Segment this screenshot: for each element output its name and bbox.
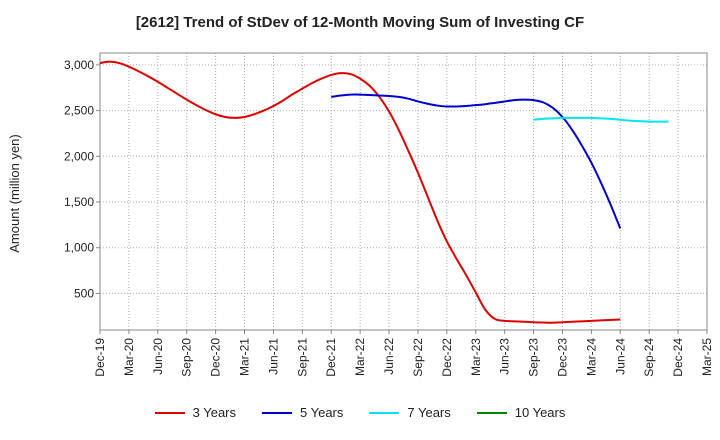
y-tick-label: 3,000 <box>64 58 94 72</box>
legend-item-3-years: 3 Years <box>154 405 236 420</box>
x-tick-label: Dec-22 <box>440 338 454 377</box>
x-tick-label: Dec-24 <box>671 338 685 377</box>
x-tick-label: Sep-20 <box>180 338 194 377</box>
x-tick-label: Sep-24 <box>642 338 656 377</box>
x-tick-label: Jun-22 <box>382 338 396 375</box>
grid-lines <box>100 53 707 330</box>
x-tick-label: Sep-22 <box>411 338 425 377</box>
x-tick-label: Sep-23 <box>527 338 541 377</box>
x-tick-label: Jun-21 <box>266 338 280 375</box>
chart-title: [2612] Trend of StDev of 12-Month Moving… <box>135 14 585 31</box>
legend-item-10-years: 10 Years <box>476 405 566 420</box>
x-tick-label: Dec-21 <box>324 338 338 377</box>
x-tick-label: Jun-24 <box>613 338 627 375</box>
x-axis-ticks: Dec-19 Mar-20 Jun-20 Sep-20 Dec-20 Mar-21 Jun-… <box>93 330 714 377</box>
legend-label: 7 Years <box>407 405 451 420</box>
legend-item-7-years: 7 Years <box>369 405 451 420</box>
x-tick-label: Dec-20 <box>209 338 223 377</box>
legend-swatch <box>369 411 400 414</box>
plot-frame <box>99 52 708 331</box>
x-tick-label: Jun-23 <box>498 338 512 375</box>
legend-label: 10 Years <box>514 405 566 420</box>
y-tick-label: 1,500 <box>64 195 94 209</box>
legend-label: 5 Years <box>300 405 344 420</box>
y-tick-label: 1,000 <box>64 241 94 255</box>
legend-swatch <box>262 411 292 414</box>
x-tick-label: Mar-24 <box>584 338 598 376</box>
legend-label: 3 Years <box>192 405 236 420</box>
x-tick-label: Mar-23 <box>469 338 483 376</box>
legend-item-5-years: 5 Years <box>262 405 343 420</box>
x-tick-label: Mar-25 <box>700 338 714 376</box>
legend: 3 Years 5 Years 7 Years 10 Years <box>0 405 720 420</box>
x-tick-label: Dec-23 <box>555 338 569 377</box>
series-line-7-years <box>533 116 669 123</box>
y-tick-label: 2,000 <box>64 149 94 163</box>
x-tick-label: Mar-22 <box>353 338 367 376</box>
series-line-5-years <box>331 93 622 229</box>
x-tick-label: Dec-19 <box>93 338 107 377</box>
legend-swatch <box>476 411 507 414</box>
y-tick-label: 2,500 <box>64 104 94 118</box>
x-tick-label: Mar-20 <box>122 338 136 376</box>
y-axis-label: Amount (million yen) <box>7 134 22 253</box>
y-tick-label: 500 <box>74 286 94 300</box>
legend-swatch <box>154 411 185 414</box>
x-tick-label: Sep-21 <box>295 338 309 377</box>
y-axis-ticks: 500 1,000 1,500 2,000 2,500 3,000 <box>64 58 100 300</box>
x-tick-label: Mar-21 <box>238 338 252 376</box>
series-line-3-years <box>99 60 621 324</box>
series-lines <box>99 60 669 324</box>
x-tick-label: Jun-20 <box>151 338 165 375</box>
